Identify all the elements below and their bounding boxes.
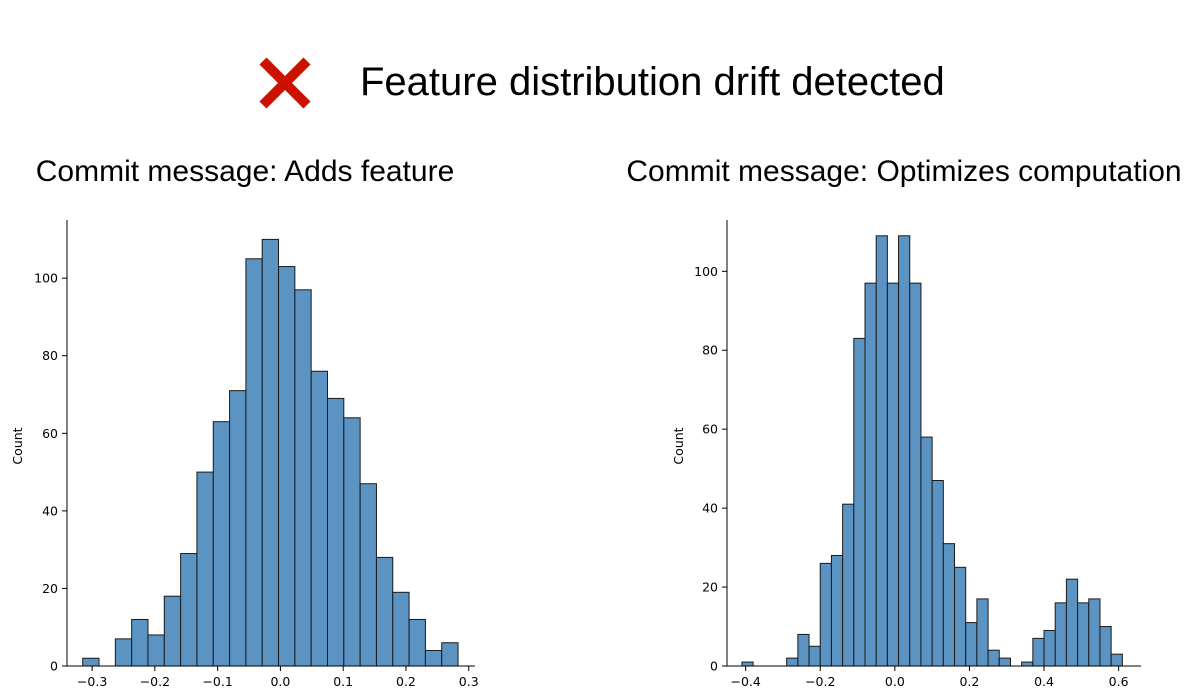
chart-2-xtick-label: 0.0 [885,674,905,689]
chart-1-ytick-label: 60 [42,426,58,441]
chart-2-bar [876,236,887,666]
chart-1-bar [327,398,343,666]
chart-2-bar [988,650,999,666]
chart-2-bar [977,599,988,666]
chart-2-bar [955,567,966,666]
chart-1: Commit message: Adds feature 0 20 40 60 80 100… [10,155,479,689]
chart-1-title: Commit message: Adds feature [36,155,455,188]
chart-2-ytick-label: 80 [702,343,718,358]
chart-1-xtick-label: 0.1 [333,674,353,689]
chart-2-bar [1022,662,1033,666]
chart-1-bar [409,619,425,666]
chart-2-bar [1089,599,1100,666]
chart-1-bar [262,239,278,666]
chart-2-bar [843,504,854,666]
chart-2-ytick-label: 60 [702,422,718,437]
chart-1-xtick-label: −0.1 [202,674,232,689]
chart-1-ylabel: Count [10,427,25,464]
chart-2-bar [1111,654,1122,666]
chart-1-xtick-label: −0.2 [140,674,170,689]
chart-2-bar [1066,579,1077,666]
chart-1-xtick-label: −0.3 [77,674,107,689]
chart-1-bar [279,267,295,666]
chart-2-bar [966,623,977,666]
chart-1-bar [213,422,229,666]
chart-2-bar [1044,630,1055,666]
chart-2-bar [932,481,943,667]
chart-2-bar [798,634,809,666]
chart-1-bar [197,472,213,666]
chart-1-ytick-label: 20 [42,581,58,596]
chart-1-bar [344,418,360,666]
chart-2-ytick-label: 100 [694,264,718,279]
chart-2-bar [820,563,831,666]
chart-1-bar [164,596,180,666]
chart-2-title: Commit message: Optimizes computation [626,155,1181,188]
chart-1-xtick-label: 0.2 [396,674,416,689]
chart-1-bar [115,639,131,666]
chart-2-ytick-label: 20 [702,580,718,595]
chart-2-bar [865,283,876,666]
chart-2-bar [742,662,753,666]
chart-1-bar [246,259,262,666]
chart-1-ytick-label: 40 [42,503,58,518]
chart-1-bar [295,290,311,666]
chart-2-bar [921,437,932,666]
chart-2-bar [1078,603,1089,666]
chart-1-ytick-label: 100 [34,271,58,286]
chart-2-ytick-label: 0 [710,659,718,674]
chart-2-bar [943,544,954,666]
chart-2-xtick-label: 0.4 [1034,674,1054,689]
chart-2-bar [1033,638,1044,666]
chart-2-xtick-label: −0.4 [730,674,760,689]
chart-1-bar [442,643,458,666]
chart-1-bar [360,484,376,666]
chart-1-bar [148,635,164,666]
chart-1-xtick-label: 0.3 [459,674,479,689]
chart-2-bar [809,646,820,666]
chart-1-bar [132,619,148,666]
chart-2-bar [787,658,798,666]
chart-2-bar [899,236,910,666]
chart-2-bar [887,283,898,666]
chart-2-xtick-label: −0.2 [805,674,835,689]
chart-2: Commit message: Optimizes computation 0 20… [626,155,1181,689]
chart-2-xtick-label: 0.2 [959,674,979,689]
chart-2-bar [854,338,865,666]
chart-1-bar [83,658,99,666]
chart-2-ytick-label: 40 [702,501,718,516]
chart-1-bar [376,557,392,666]
chart-2-bar [910,283,921,666]
chart-1-bar [230,391,246,666]
chart-1-bar [393,592,409,666]
chart-1-bar [311,371,327,666]
chart-2-bar [1055,603,1066,666]
chart-2-ylabel: Count [671,427,686,464]
chart-2-xtick-label: 0.6 [1109,674,1129,689]
chart-2-bar [999,658,1010,666]
chart-1-ytick-label: 80 [42,348,58,363]
chart-2-bar [831,555,842,666]
chart-1-bar [181,554,197,666]
chart-1-xtick-label: 0.0 [270,674,290,689]
chart-1-bar [425,650,441,666]
chart-1-ytick-label: 0 [50,659,58,674]
chart-2-bar [1100,627,1111,666]
